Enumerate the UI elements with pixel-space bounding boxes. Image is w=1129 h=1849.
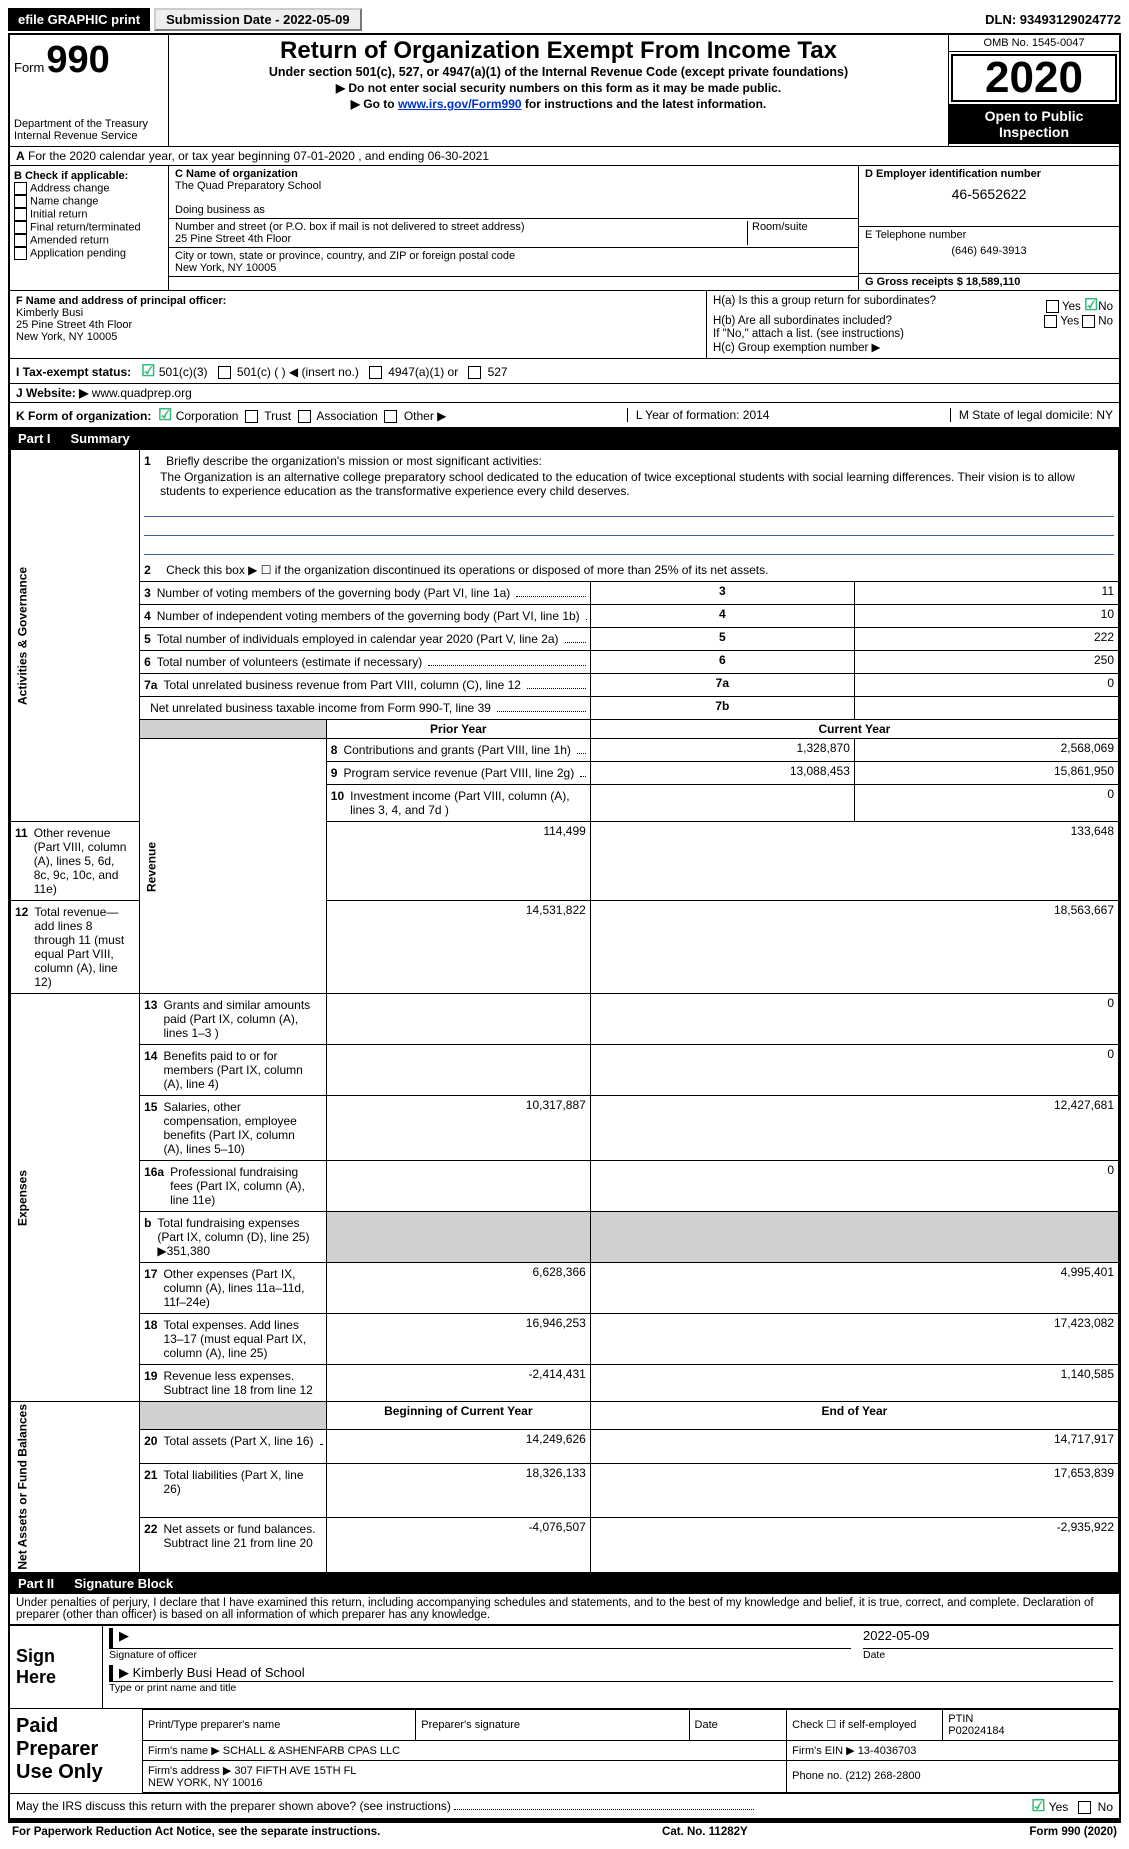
form-subtitle: Under section 501(c), 527, or 4947(a)(1)… [175, 65, 942, 79]
form-title: Return of Organization Exempt From Incom… [175, 37, 942, 65]
identity-block: B Check if applicable: Address change Na… [10, 166, 1119, 290]
phone-value: (646) 649-3913 [865, 245, 1113, 257]
row-a-tax-year: A For the 2020 calendar year, or tax yea… [10, 147, 1119, 166]
expense-row: 14Benefits paid to or for members (Part … [11, 1045, 1119, 1096]
expense-row: 16aProfessional fundraising fees (Part I… [11, 1161, 1119, 1212]
cb-name-change[interactable] [14, 195, 27, 208]
summary-table: Activities & Governance 1 Briefly descri… [10, 449, 1119, 1573]
row-j-website: J Website: ▶ www.quadprep.org [10, 384, 1119, 403]
expense-row: 17Other expenses (Part IX, column (A), l… [11, 1263, 1119, 1314]
form-number: 990 [46, 39, 109, 81]
paid-preparer-label: Paid Preparer Use Only [10, 1709, 142, 1793]
form-word: Form [14, 60, 44, 75]
side-label-expenses: Expenses [11, 994, 140, 1402]
form-frame: Form990 Department of the Treasury Inter… [8, 33, 1121, 1821]
irs-link[interactable]: www.irs.gov/Form990 [398, 97, 522, 111]
part1-header: Part ISummary [10, 428, 1119, 449]
header-left-box: Form990 Department of the Treasury Inter… [10, 35, 169, 146]
expense-row: 19Revenue less expenses. Subtract line 1… [11, 1365, 1119, 1402]
summary-row: 6Total number of volunteers (estimate if… [11, 651, 1119, 674]
tax-year: 2020 [951, 54, 1117, 102]
officer-address: 25 Pine Street 4th Floor New York, NY 10… [16, 319, 700, 343]
form-header: Form990 Department of the Treasury Inter… [10, 35, 1119, 147]
netasset-row: 21Total liabilities (Part X, line 26)18,… [11, 1463, 1119, 1517]
cb-final-return[interactable] [14, 221, 27, 234]
summary-row: 4Number of independent voting members of… [11, 605, 1119, 628]
omb-number: OMB No. 1545-0047 [949, 35, 1119, 52]
officer-group-row: F Name and address of principal officer:… [10, 290, 1119, 358]
firm-name: SCHALL & ASHENFARB CPAS LLC [223, 1745, 400, 1757]
sign-date: 2022-05-09 [863, 1628, 1113, 1648]
cb-initial-return[interactable] [14, 208, 27, 221]
cb-other[interactable] [384, 410, 397, 423]
side-label-governance: Activities & Governance [11, 450, 140, 822]
summary-row: 5Total number of individuals employed in… [11, 628, 1119, 651]
org-name: The Quad Preparatory School [175, 180, 852, 192]
officer-print-name: Kimberly Busi Head of School [133, 1665, 305, 1680]
header-mid-box: Return of Organization Exempt From Incom… [169, 35, 948, 146]
part2-header: Part IISignature Block [10, 1573, 1119, 1594]
cb-trust[interactable] [245, 410, 258, 423]
page-footer: For Paperwork Reduction Act Notice, see … [8, 1821, 1121, 1841]
signature-block: Sign Here ▶ Signature of officer 2022-05… [10, 1624, 1119, 1708]
summary-row: 3Number of voting members of the governi… [11, 582, 1119, 605]
cb-discuss-no[interactable] [1078, 1801, 1091, 1814]
header-right-box: OMB No. 1545-0047 2020 Open to Public In… [948, 35, 1119, 146]
expense-row: 18Total expenses. Add lines 13–17 (must … [11, 1314, 1119, 1365]
discuss-row: May the IRS discuss this return with the… [10, 1793, 1119, 1819]
ssn-warning: ▶ Do not enter social security numbers o… [175, 81, 942, 95]
cb-address-change[interactable] [14, 182, 27, 195]
ptin-value: P02024184 [948, 1725, 1004, 1737]
netasset-row: 20Total assets (Part X, line 16)14,249,6… [11, 1429, 1119, 1463]
cb-501c[interactable] [218, 366, 231, 379]
sign-here-label: Sign Here [10, 1626, 103, 1708]
mission-text: The Organization is an alternative colle… [144, 470, 1114, 498]
summary-row: 7aTotal unrelated business revenue from … [11, 674, 1119, 697]
gross-receipts: G Gross receipts $ 18,589,110 [865, 276, 1113, 288]
row-i-status: I Tax-exempt status: ☑ 501(c)(3) 501(c) … [10, 358, 1119, 384]
top-toolbar: efile GRAPHIC print Submission Date - 20… [8, 8, 1121, 31]
cb-4947[interactable] [369, 366, 382, 379]
cb-amended-return[interactable] [14, 234, 27, 247]
cb-application-pending[interactable] [14, 247, 27, 260]
cb-ha-yes[interactable] [1046, 300, 1059, 313]
cb-hb-yes[interactable] [1044, 315, 1057, 328]
cb-527[interactable] [468, 366, 481, 379]
org-street: 25 Pine Street 4th Floor [175, 233, 747, 245]
netasset-row: 22Net assets or fund balances. Subtract … [11, 1518, 1119, 1572]
efile-print-button[interactable]: efile GRAPHIC print [8, 8, 150, 31]
cb-hb-no[interactable] [1082, 315, 1095, 328]
row-k-org-form: K Form of organization: ☑ Corporation Tr… [10, 403, 1119, 428]
submission-date-button[interactable]: Submission Date - 2022-05-09 [154, 8, 362, 31]
side-label-netassets: Net Assets or Fund Balances [11, 1402, 140, 1573]
firm-phone: (212) 268-2800 [845, 1770, 920, 1782]
officer-name: Kimberly Busi [16, 307, 700, 319]
ein-value: 46-5652622 [865, 186, 1113, 202]
expense-row: 15Salaries, other compensation, employee… [11, 1096, 1119, 1161]
goto-line: ▶ Go to www.irs.gov/Form990 for instruct… [175, 97, 942, 111]
col-d-contact: D Employer identification number 46-5652… [858, 166, 1119, 290]
firm-ein: 13-4036703 [858, 1745, 917, 1757]
inspection-notice: Open to Public Inspection [949, 104, 1119, 144]
paid-preparer-block: Paid Preparer Use Only Print/Type prepar… [10, 1708, 1119, 1793]
dept-label: Department of the Treasury Internal Reve… [14, 118, 164, 142]
perjury-statement: Under penalties of perjury, I declare th… [10, 1594, 1119, 1624]
expense-row: bTotal fundraising expenses (Part IX, co… [11, 1212, 1119, 1263]
dln-label: DLN: 93493129024772 [985, 12, 1121, 27]
col-c-org-info: C Name of organization The Quad Preparat… [169, 166, 858, 290]
summary-row: Net unrelated business taxable income fr… [11, 697, 1119, 720]
org-city: New York, NY 10005 [175, 262, 852, 274]
side-label-revenue: Revenue [140, 739, 327, 994]
cb-association[interactable] [298, 410, 311, 423]
col-b-checkboxes: B Check if applicable: Address change Na… [10, 166, 169, 290]
